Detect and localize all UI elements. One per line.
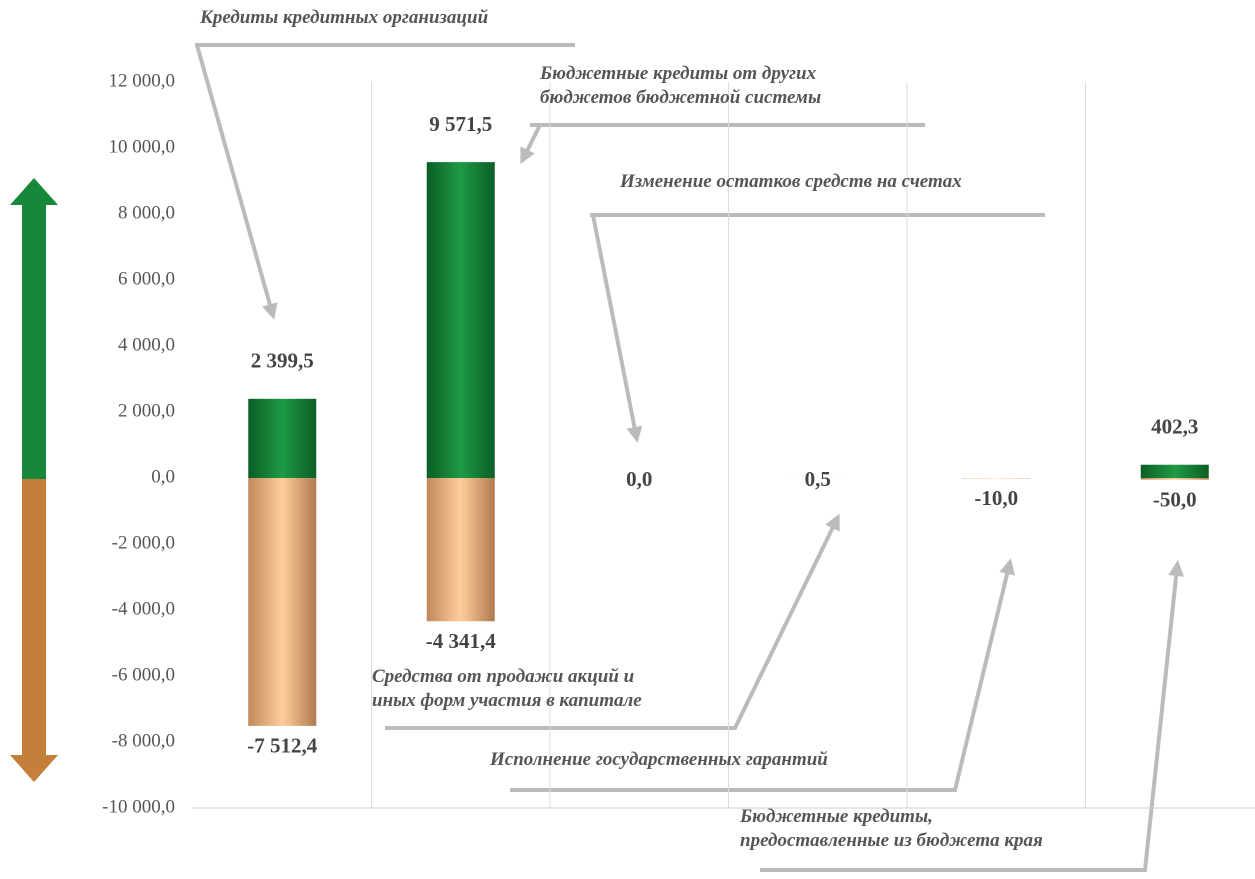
annotation-lines [195,43,1185,872]
value-label: 0,0 [626,467,652,491]
bar [426,162,495,478]
value-label: -50,0 [1153,487,1197,511]
category-annotation: Кредиты кредитных организаций [200,7,489,28]
value-label: 9 571,5 [429,112,492,136]
bar [426,478,495,622]
y-tick-label: 2 000,0 [118,400,175,421]
leader [520,124,542,165]
y-tick-label: -2 000,0 [112,532,175,553]
leader [591,214,643,443]
category-annotation: Исполнение государственных гарантий [490,749,828,770]
down-arrow-shaft [22,479,46,759]
leader [195,44,278,320]
down-arrow-head [10,755,58,782]
y-tick-label: 8 000,0 [118,202,175,223]
y-tick-label: 0,0 [151,466,175,487]
value-label: 0,5 [805,467,831,491]
y-tick-label: -6 000,0 [112,664,175,685]
bar [248,398,317,478]
leader [510,558,1015,792]
value-label: -10,0 [974,486,1018,510]
y-tick-label: -10 000,0 [102,796,175,817]
bar [1140,478,1209,480]
category-annotation: Бюджетные кредиты, предоставленные из бю… [740,806,1043,851]
value-label: 402,3 [1151,415,1198,439]
category-annotation: Средства от продажи акций и иных форм уч… [372,666,642,711]
value-label: 2 399,5 [251,349,314,373]
bar [248,478,317,726]
up-arrow-head [10,178,58,205]
category-annotation: Бюджетные кредиты от других бюджетов бюд… [540,63,822,108]
category-annotation: Изменение остатков средств на счетах [620,171,962,192]
value-label: -4 341,4 [426,629,496,653]
y-tick-label: 12 000,0 [109,70,176,91]
y-tick-label: 10 000,0 [109,136,176,157]
y-tick-label: 4 000,0 [118,334,175,355]
leader [760,560,1185,872]
leader [385,513,840,730]
y-tick-label: -4 000,0 [112,598,175,619]
y-tick-label: 6 000,0 [118,268,175,289]
up-arrow-shaft [22,200,46,479]
y-tick-label: -8 000,0 [112,730,175,751]
value-label: -7 512,4 [247,734,317,758]
bar [1140,464,1209,478]
